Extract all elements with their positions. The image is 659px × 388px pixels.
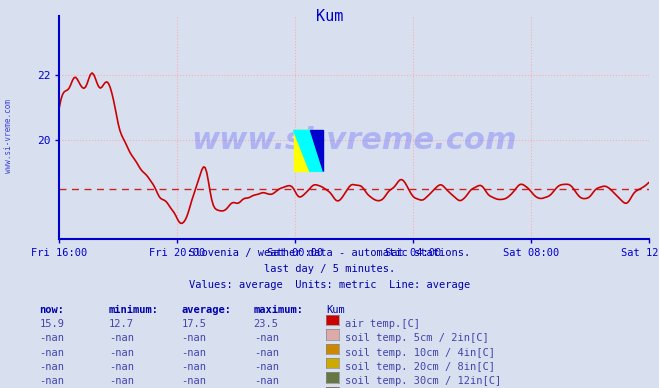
- Text: soil temp. 30cm / 12in[C]: soil temp. 30cm / 12in[C]: [345, 376, 501, 386]
- Text: maximum:: maximum:: [254, 305, 304, 315]
- Text: -nan: -nan: [254, 333, 279, 343]
- Text: last day / 5 minutes.: last day / 5 minutes.: [264, 264, 395, 274]
- Text: -nan: -nan: [181, 333, 206, 343]
- Text: 17.5: 17.5: [181, 319, 206, 329]
- Text: -nan: -nan: [109, 376, 134, 386]
- Text: 12.7: 12.7: [109, 319, 134, 329]
- Text: www.si-vreme.com: www.si-vreme.com: [4, 99, 13, 173]
- Text: -nan: -nan: [40, 348, 65, 358]
- Text: Kum: Kum: [326, 305, 345, 315]
- Text: -nan: -nan: [181, 376, 206, 386]
- Text: now:: now:: [40, 305, 65, 315]
- Text: 15.9: 15.9: [40, 319, 65, 329]
- Text: soil temp. 20cm / 8in[C]: soil temp. 20cm / 8in[C]: [345, 362, 495, 372]
- Bar: [294, 130, 310, 171]
- Text: -nan: -nan: [40, 362, 65, 372]
- Text: -nan: -nan: [254, 348, 279, 358]
- Text: -nan: -nan: [181, 348, 206, 358]
- Text: average:: average:: [181, 305, 231, 315]
- Text: 23.5: 23.5: [254, 319, 279, 329]
- Text: -nan: -nan: [109, 362, 134, 372]
- Text: Slovenia / weather data - automatic stations.: Slovenia / weather data - automatic stat…: [189, 248, 470, 258]
- Text: -nan: -nan: [40, 333, 65, 343]
- Text: soil temp. 10cm / 4in[C]: soil temp. 10cm / 4in[C]: [345, 348, 495, 358]
- Text: -nan: -nan: [181, 362, 206, 372]
- Text: soil temp. 5cm / 2in[C]: soil temp. 5cm / 2in[C]: [345, 333, 488, 343]
- Text: minimum:: minimum:: [109, 305, 159, 315]
- Text: Values: average  Units: metric  Line: average: Values: average Units: metric Line: aver…: [189, 280, 470, 290]
- Text: -nan: -nan: [254, 376, 279, 386]
- Polygon shape: [310, 130, 323, 171]
- Text: -nan: -nan: [109, 348, 134, 358]
- Text: Kum: Kum: [316, 9, 343, 24]
- Text: -nan: -nan: [254, 362, 279, 372]
- Text: air temp.[C]: air temp.[C]: [345, 319, 420, 329]
- Text: -nan: -nan: [109, 333, 134, 343]
- Text: www.si-vreme.com: www.si-vreme.com: [191, 126, 517, 155]
- Polygon shape: [294, 130, 323, 171]
- Text: -nan: -nan: [40, 376, 65, 386]
